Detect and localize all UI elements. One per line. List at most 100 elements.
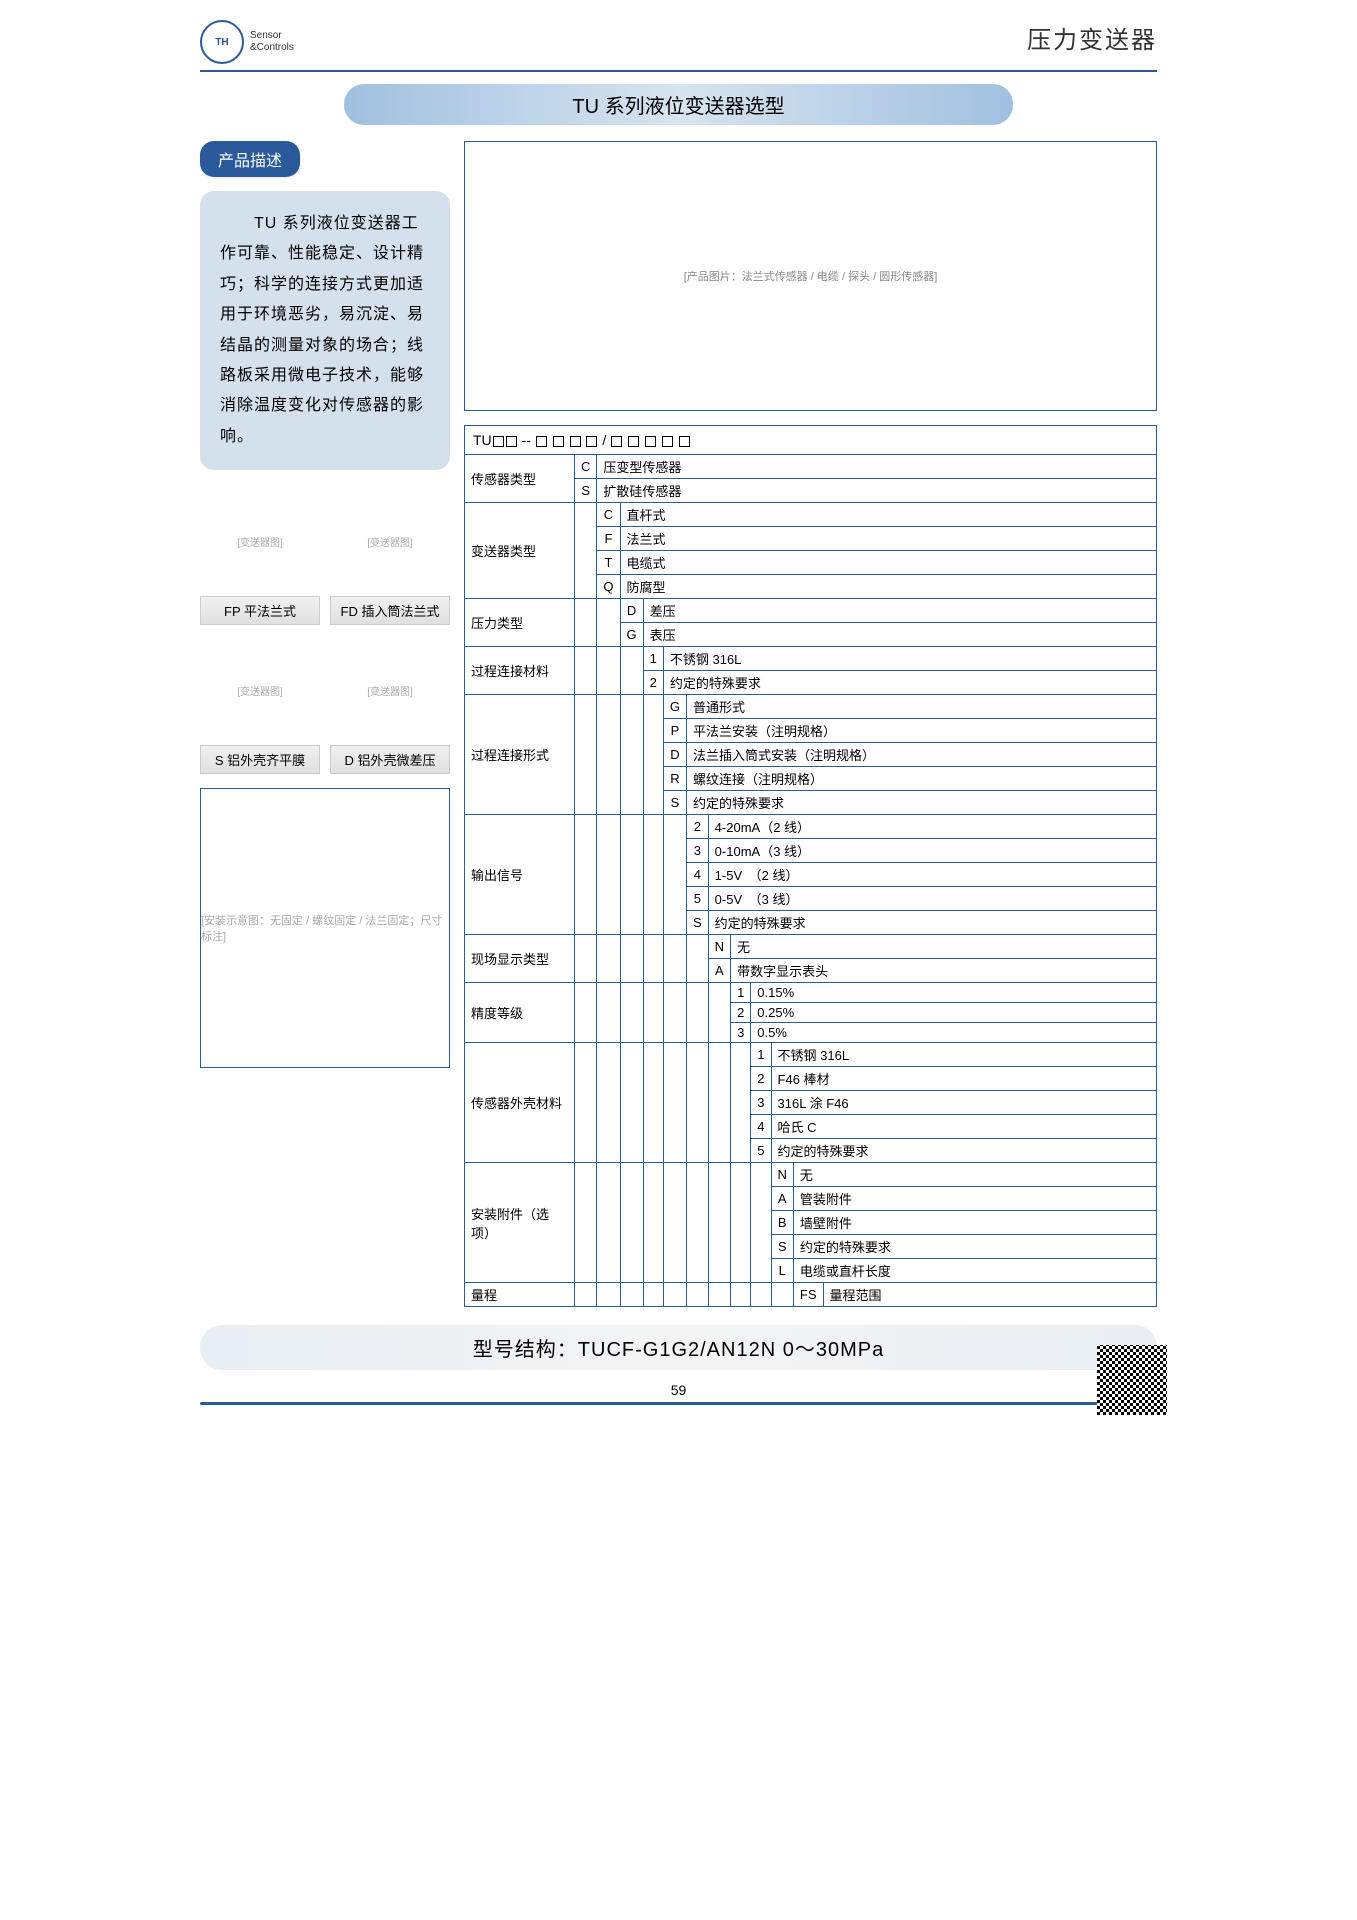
page-footer: 59 xyxy=(200,1382,1157,1405)
spec-option: 4-20mA（2 线） xyxy=(708,815,1156,839)
spec-option: 电缆或直杆长度 xyxy=(793,1259,1156,1283)
spec-code: T xyxy=(597,551,620,575)
spec-code: L xyxy=(771,1259,793,1283)
spec-param: 传感器类型 xyxy=(465,455,575,503)
spec-row: 传感器类型C压变型传感器 xyxy=(465,455,1157,479)
spec-param: 量程 xyxy=(465,1283,575,1307)
spec-param: 现场显示类型 xyxy=(465,935,575,983)
spec-row: 安装附件（选项）N无 xyxy=(465,1163,1157,1187)
product-image: [产品图片：法兰式传感器 / 电缆 / 探头 / 圆形传感器] xyxy=(464,141,1157,411)
spec-row: 传感器外壳材料1不锈钢 316L xyxy=(465,1043,1157,1067)
spec-option: 量程范围 xyxy=(823,1283,1156,1307)
spec-option: 表压 xyxy=(643,623,1156,647)
installation-diagram: [安装示意图：无固定 / 螺纹固定 / 法兰固定；尺寸标注] xyxy=(200,788,450,1068)
spec-option: 普通形式 xyxy=(687,695,1157,719)
type-cell: [变送器图]FP 平法兰式 xyxy=(200,486,320,625)
spec-code: 4 xyxy=(687,863,709,887)
spec-code: C xyxy=(575,455,597,479)
type-cell: [变送器图]S 铝外壳齐平膜 xyxy=(200,635,320,774)
page-header: TH Sensor &Controls 压力变送器 xyxy=(200,20,1157,72)
spec-option: 不锈钢 316L xyxy=(663,647,1156,671)
logo-text: Sensor &Controls xyxy=(250,30,294,54)
spec-code: 2 xyxy=(751,1067,771,1091)
spec-option: 差压 xyxy=(643,599,1156,623)
spec-code: G xyxy=(663,695,686,719)
spec-code: 1 xyxy=(643,647,663,671)
spec-row: 量程FS量程范围 xyxy=(465,1283,1157,1307)
spec-code: P xyxy=(663,719,686,743)
header-category: 压力变送器 xyxy=(1027,20,1157,55)
spec-code: 5 xyxy=(687,887,709,911)
spec-param: 压力类型 xyxy=(465,599,575,647)
spec-row: 变送器类型C直杆式 xyxy=(465,503,1157,527)
type-illustration: [变送器图] xyxy=(330,486,450,596)
spec-code: N xyxy=(708,935,730,959)
spec-code: 3 xyxy=(687,839,709,863)
spec-param: 变送器类型 xyxy=(465,503,575,599)
spec-param: 精度等级 xyxy=(465,983,575,1043)
spec-option: 0-10mA（3 线） xyxy=(708,839,1156,863)
type-illustration: [变送器图] xyxy=(330,635,450,745)
spec-row: 过程连接材料1不锈钢 316L xyxy=(465,647,1157,671)
spec-code: A xyxy=(708,959,730,983)
logo-icon: TH xyxy=(200,20,244,64)
spec-code: 5 xyxy=(751,1139,771,1163)
spec-code: F xyxy=(597,527,620,551)
spec-option: 约定的特殊要求 xyxy=(793,1235,1156,1259)
spec-code: D xyxy=(620,599,643,623)
model-example: 型号结构：TUCF-G1G2/AN12N 0～30MPa xyxy=(200,1325,1157,1370)
qr-code-icon xyxy=(1097,1345,1167,1415)
spec-option: 0-5V （3 线） xyxy=(708,887,1156,911)
spec-option: 0.25% xyxy=(751,1003,1157,1023)
spec-code: N xyxy=(771,1163,793,1187)
spec-option: 约定的特殊要求 xyxy=(663,671,1156,695)
spec-option: 约定的特殊要求 xyxy=(771,1139,1156,1163)
type-label: S 铝外壳齐平膜 xyxy=(200,745,320,774)
spec-code: C xyxy=(597,503,620,527)
description-box: TU 系列液位变送器工作可靠、性能稳定、设计精巧；科学的连接方式更加适用于环境恶… xyxy=(200,191,450,470)
spec-row: 精度等级10.15% xyxy=(465,983,1157,1003)
type-label: FD 插入筒法兰式 xyxy=(330,596,450,625)
logo: TH Sensor &Controls xyxy=(200,20,294,64)
spec-code: A xyxy=(771,1187,793,1211)
spec-option: 法兰式 xyxy=(620,527,1156,551)
spec-option: 螺纹连接（注明规格） xyxy=(687,767,1157,791)
spec-param: 安装附件（选项） xyxy=(465,1163,575,1283)
spec-code: S xyxy=(771,1235,793,1259)
spec-code: D xyxy=(663,743,686,767)
spec-option: 压变型传感器 xyxy=(597,455,1157,479)
type-cell: [变送器图]FD 插入筒法兰式 xyxy=(330,486,450,625)
spec-code: 2 xyxy=(731,1003,751,1023)
spec-param: 过程连接形式 xyxy=(465,695,575,815)
spec-row: 输出信号24-20mA（2 线） xyxy=(465,815,1157,839)
spec-option: 带数字显示表头 xyxy=(731,959,1157,983)
page-title-banner: TU 系列液位变送器选型 xyxy=(344,84,1014,125)
spec-option: 0.5% xyxy=(751,1023,1157,1043)
spec-model-row: TU -- / xyxy=(465,426,1157,455)
spec-code: R xyxy=(663,767,686,791)
spec-option: 约定的特殊要求 xyxy=(687,791,1157,815)
type-label: D 铝外壳微差压 xyxy=(330,745,450,774)
spec-code: 3 xyxy=(731,1023,751,1043)
spec-code: 1 xyxy=(731,983,751,1003)
spec-code: 4 xyxy=(751,1115,771,1139)
spec-table: TU -- / 传感器类型C压变型传感器S扩散硅传感器变送器类型C直杆式F法兰式… xyxy=(464,425,1157,1307)
spec-option: 316L 涂 F46 xyxy=(771,1091,1156,1115)
type-illustration: [变送器图] xyxy=(200,486,320,596)
type-illustration: [变送器图] xyxy=(200,635,320,745)
spec-option: 平法兰安装（注明规格） xyxy=(687,719,1157,743)
spec-code: B xyxy=(771,1211,793,1235)
spec-option: 无 xyxy=(731,935,1157,959)
spec-code: 2 xyxy=(643,671,663,695)
page-number: 59 xyxy=(200,1382,1157,1398)
spec-option: 墙壁附件 xyxy=(793,1211,1156,1235)
spec-code: S xyxy=(575,479,597,503)
spec-code: S xyxy=(687,911,709,935)
types-grid: [变送器图]FP 平法兰式[变送器图]FD 插入筒法兰式[变送器图]S 铝外壳齐… xyxy=(200,486,450,774)
spec-param: 输出信号 xyxy=(465,815,575,935)
spec-option: 1-5V （2 线） xyxy=(708,863,1156,887)
model-prefix: TU xyxy=(473,432,492,448)
spec-row: 压力类型D差压 xyxy=(465,599,1157,623)
spec-option: 0.15% xyxy=(751,983,1157,1003)
spec-param: 过程连接材料 xyxy=(465,647,575,695)
